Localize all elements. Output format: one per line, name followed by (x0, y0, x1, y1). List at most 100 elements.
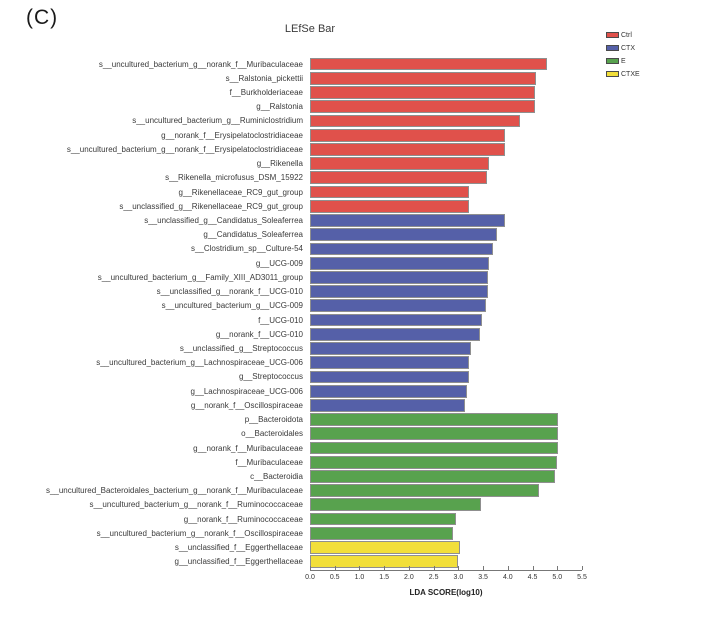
axis-tick-label: 1.5 (379, 574, 390, 581)
axis-tick (433, 566, 435, 570)
bar-track (310, 555, 582, 569)
bar-label: g__Lachnospiraceae_UCG-006 (190, 386, 303, 396)
bar-track (310, 100, 582, 114)
axis-tick (582, 566, 583, 570)
bar (310, 100, 536, 114)
bar-row: g__Streptococcus (0, 370, 704, 384)
bar (310, 526, 453, 540)
bar-row: g__Rikenellaceae_RC9_gut_group (0, 185, 704, 199)
bar (310, 384, 468, 398)
bar (310, 143, 505, 156)
bar-label: g__norank_f__Muribaculaceae (193, 443, 303, 453)
bar-label: s__uncultured_bacterium_g__Family_XIII_A… (97, 272, 303, 282)
legend: Ctrl CTX E CTXE (606, 29, 640, 81)
bar (310, 455, 557, 469)
bar-track (310, 299, 582, 313)
axis-tick-label: 2.5 (428, 574, 439, 581)
legend-item: Ctrl (606, 29, 640, 41)
bar (310, 270, 489, 284)
bar (310, 285, 489, 298)
bar-label: s__unclassified_f__Eggerthellaceae (174, 543, 303, 553)
bar-track (310, 526, 582, 540)
bar-label: g__norank_f__UCG-010 (215, 329, 303, 339)
axis-tick (334, 566, 336, 570)
legend-swatch (606, 45, 619, 51)
bar-row: s__uncultured_bacterium_g__Family_XIII_A… (0, 270, 704, 284)
bar-label: c__Bacteroidia (250, 471, 303, 481)
axis-tick (532, 566, 534, 570)
bar (310, 555, 458, 569)
bar-label: s__unclassified_g__norank_f__UCG-010 (156, 287, 303, 297)
bar-track (310, 114, 582, 128)
x-axis: 0.0 0.5 1.0 1.5 2.0 2.5 3.0 3.5 4.0 4.5 5.0 5.5 (305, 566, 587, 581)
legend-label: E (621, 57, 626, 65)
bar-label: s__uncultured_bacterium_g__norank_f__Mur… (98, 59, 303, 69)
axis-tick (310, 566, 311, 570)
bar-row: c__Bacteroidia (0, 469, 704, 483)
bar-track (310, 341, 582, 355)
bar-row: s__uncultured_Bacteroidales_bacterium_g_… (0, 484, 704, 498)
axis-tick-label: 3.0 (453, 574, 464, 581)
bar (310, 171, 488, 185)
bar-label: s__uncultured_bacterium_g__UCG-009 (161, 301, 303, 311)
bar-track (310, 441, 582, 455)
bar-track (310, 498, 582, 512)
bar-track (310, 57, 582, 71)
bar (310, 398, 465, 412)
bar-label: s__Rikenella_microfusus_DSM_15922 (165, 173, 303, 183)
bar-label: p__Bacteroidota (244, 415, 303, 425)
chart-title: LEfSe Bar (284, 23, 336, 35)
bar-track (310, 285, 582, 299)
bar-label: s__unclassified_g__Streptococcus (179, 343, 303, 353)
legend-item: E (606, 55, 640, 67)
bar-track (310, 171, 582, 185)
bar-row: s__uncultured_bacterium_g__norank_f__Mur… (0, 57, 704, 71)
plot-rows: s__uncultured_bacterium_g__norank_f__Mur… (0, 57, 704, 569)
bar-label: s__uncultured_bacterium_g__Lachnospirace… (96, 358, 303, 368)
bar-track (310, 270, 582, 284)
axis-tick (507, 566, 509, 570)
bar-label: g__norank_f__Oscillospiraceae (190, 400, 303, 410)
legend-swatch (606, 32, 619, 38)
legend-swatch (606, 71, 619, 77)
bar-label: s__uncultured_bacterium_g__norank_f__Rum… (89, 500, 303, 510)
bar (310, 71, 536, 85)
bar-row: s__unclassified_g__Candidatus_Soleaferre… (0, 213, 704, 227)
axis-tick-label: 0.0 (305, 574, 315, 581)
bar (310, 157, 490, 171)
bar (310, 427, 558, 441)
bar-row: s__uncultured_bacterium_g__norank_f__Osc… (0, 526, 704, 540)
bar-row: s__unclassified_g__Streptococcus (0, 341, 704, 355)
bar-track (310, 455, 582, 469)
bar-label: s__Ralstonia_pickettii (225, 73, 303, 83)
bar-track (310, 228, 582, 242)
bar (310, 313, 483, 327)
bar (310, 128, 505, 142)
bar-track (310, 512, 582, 526)
legend-label: Ctrl (621, 31, 632, 39)
axis-tick-label: 5.0 (552, 574, 563, 581)
axis-tick (408, 566, 410, 570)
bar-row: f__UCG-010 (0, 313, 704, 327)
bar-row: g__Ralstonia (0, 100, 704, 114)
x-axis-title: LDA SCORE(log10) (409, 588, 483, 597)
bar (310, 199, 470, 213)
bar-row: s__uncultured_bacterium_g__Lachnospirace… (0, 356, 704, 370)
bar-track (310, 540, 582, 554)
bar (310, 256, 490, 270)
bar-label: s__uncultured_bacterium_g__norank_f__Osc… (96, 528, 303, 538)
bar-track (310, 256, 582, 270)
bar-label: f__Burkholderiaceae (229, 88, 303, 98)
bar (310, 342, 472, 355)
bar-label: s__Clostridium_sp__Culture-54 (190, 244, 303, 254)
bar (310, 413, 558, 426)
bar-row: g__UCG-009 (0, 256, 704, 270)
bar (310, 441, 558, 455)
bar-track (310, 384, 582, 398)
bar-track (310, 242, 582, 256)
bar-row: s__uncultured_bacterium_g__UCG-009 (0, 299, 704, 313)
axis-tick-label: 5.5 (577, 574, 587, 581)
bar-label: s__uncultured_Bacteroidales_bacterium_g_… (45, 486, 303, 496)
bar (310, 242, 493, 256)
